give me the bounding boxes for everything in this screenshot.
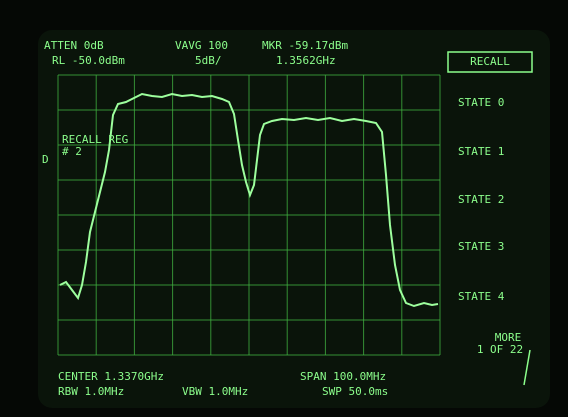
softkey-label: STATE 0 <box>458 96 504 109</box>
scale: 5dB/ <box>195 54 222 67</box>
atten: ATTEN 0dB <box>44 39 104 52</box>
reg-number: # 2 <box>62 145 82 158</box>
swp: SWP 50.0ms <box>322 385 388 398</box>
detector: D <box>42 153 49 166</box>
marker: MKR -59.17dBm <box>262 39 348 52</box>
softkey-label: STATE 1 <box>458 145 504 158</box>
center: CENTER 1.3370GHz <box>58 370 164 383</box>
ref-level: RL -50.0dBm <box>52 54 125 67</box>
softkey-label: STATE 3 <box>458 240 504 253</box>
crt <box>38 30 550 408</box>
vbw: VBW 1.0MHz <box>182 385 248 398</box>
marker-freq: 1.3562GHz <box>276 54 336 67</box>
softkey-title: RECALL <box>470 55 510 68</box>
page: 1 OF 22 <box>477 343 523 356</box>
rbw: RBW 1.0MHz <box>58 385 124 398</box>
analyzer-screen: ATTEN 0dB VAVG 100 MKR -59.17dBm RL -50.… <box>0 0 568 417</box>
softkey-label: STATE 2 <box>458 193 504 206</box>
softkey-label: STATE 4 <box>458 290 505 303</box>
vavg: VAVG 100 <box>175 39 228 52</box>
span: SPAN 100.0MHz <box>300 370 386 383</box>
